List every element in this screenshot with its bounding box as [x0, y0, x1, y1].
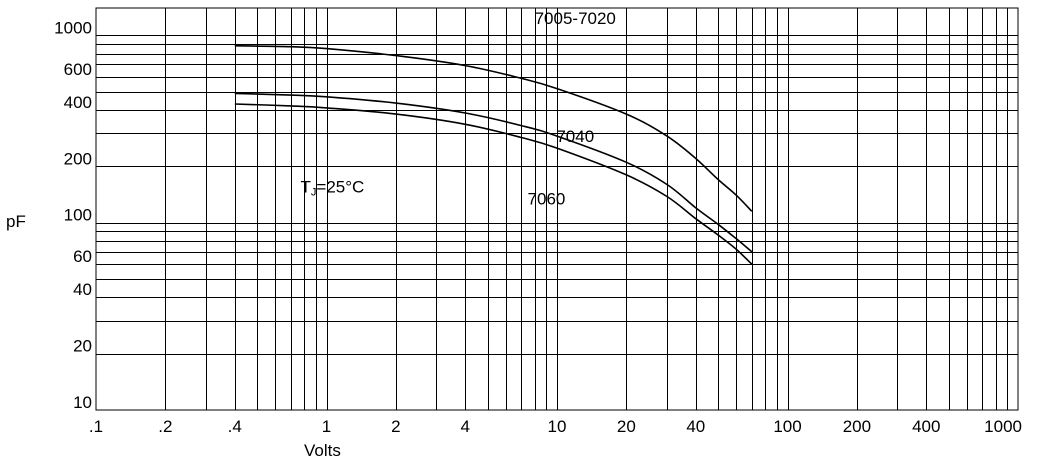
grid-lines	[96, 8, 1018, 410]
y-tick-label: 20	[73, 337, 92, 356]
series-curves	[234, 45, 753, 265]
x-tick-label: 2	[391, 417, 400, 436]
plot-frame	[95, 7, 1019, 411]
x-tick-label: .2	[158, 417, 172, 436]
junction-temperature-annotation: TJ=25°C	[301, 177, 365, 198]
x-tick-label: 40	[686, 417, 705, 436]
tick-labels: .1 .2 .4 1 2 4 10 20 40 100 200 400 1000 10 20 40 60 100 2…	[54, 18, 1022, 436]
x-tick-label: .4	[228, 417, 242, 436]
y-tick-label: 200	[64, 149, 92, 168]
y-tick-label: 400	[64, 93, 92, 112]
x-tick-label: 100	[773, 417, 801, 436]
x-tick-label: .1	[89, 417, 103, 436]
annotation-main: T	[301, 177, 311, 196]
series-label-7005-7020: 7005-7020	[535, 9, 616, 28]
y-axis-label: pF	[6, 212, 26, 231]
x-tick-label: 200	[843, 417, 871, 436]
annotation-subscript: J	[311, 186, 317, 198]
x-tick-label: 1000	[984, 417, 1022, 436]
y-tick-label: 600	[64, 60, 92, 79]
series-label-7060: 7060	[528, 190, 566, 209]
x-tick-label: 4	[461, 417, 470, 436]
series-labels: 7005-7020 7040 7060	[528, 9, 616, 209]
series-curve-7040	[234, 92, 753, 253]
y-tick-label: 100	[64, 206, 92, 225]
x-tick-label: 20	[617, 417, 636, 436]
y-tick-label: 60	[73, 247, 92, 266]
y-tick-label: 1000	[54, 18, 92, 37]
series-curve-7005-7020	[234, 45, 753, 212]
series-label-7040: 7040	[556, 127, 594, 146]
x-tick-label: 10	[548, 417, 567, 436]
x-tick-label: 1	[322, 417, 331, 436]
annotation-rest: =25°C	[316, 177, 364, 196]
y-tick-label: 40	[73, 280, 92, 299]
y-tick-label: 10	[73, 393, 92, 412]
x-axis-label: Volts	[304, 441, 341, 460]
x-tick-label: 400	[912, 417, 940, 436]
series-curve-7060	[234, 103, 753, 265]
